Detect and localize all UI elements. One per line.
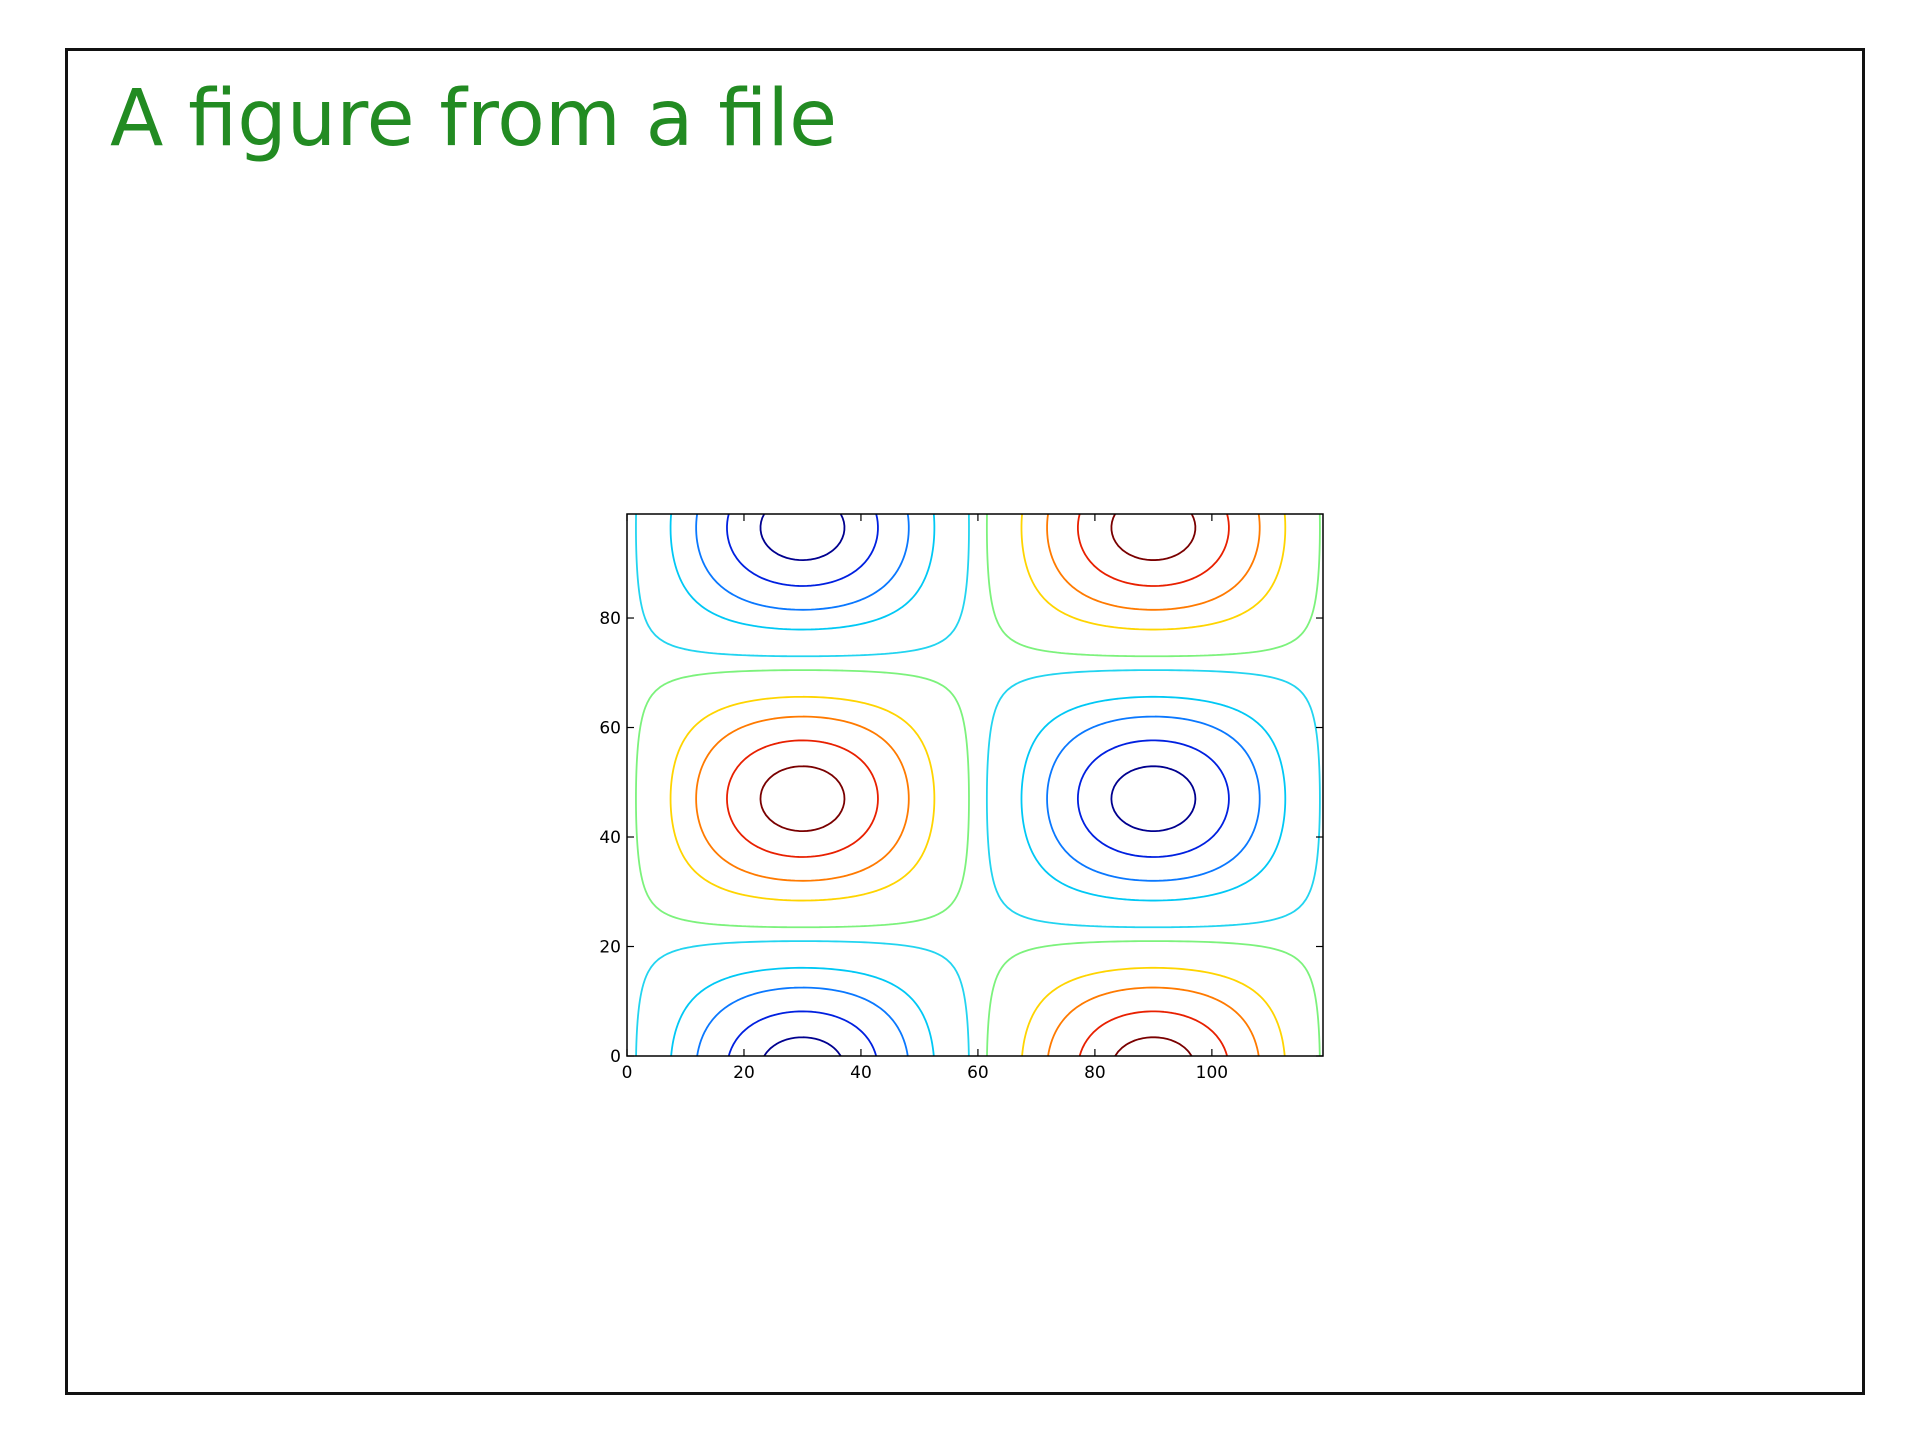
contour-line: [726, 514, 1230, 1056]
contour-line: [695, 514, 1261, 1056]
contour-line: [726, 514, 1230, 1056]
y-tick-label: 0: [610, 1047, 621, 1067]
y-tick-label: 80: [599, 609, 621, 629]
contour-line: [759, 514, 1197, 1056]
x-tick-label: 0: [622, 1063, 633, 1083]
plot-frame: [626, 513, 1324, 1057]
y-tick-label: 40: [599, 828, 621, 848]
x-tick-label: 40: [850, 1063, 872, 1083]
contour-line: [695, 514, 1261, 1056]
contour-line: [669, 514, 1287, 1056]
y-tick-label: 20: [599, 938, 621, 958]
slide-title: A figure from a file: [110, 74, 838, 164]
plot-background: [627, 514, 1323, 1056]
contour-line: [759, 514, 1197, 1056]
contour-line: [635, 514, 1321, 1056]
y-tick-label: 60: [599, 719, 621, 739]
contour-line: [669, 514, 1287, 1056]
x-tick-label: 100: [1196, 1063, 1228, 1083]
contour-lines: [635, 514, 1321, 1056]
axis-ticks: 0 20 40 60 80 100 0 20 40 60 80: [599, 514, 1323, 1083]
contour-line: [635, 514, 1321, 1056]
x-tick-label: 20: [733, 1063, 755, 1083]
x-tick-label: 60: [967, 1063, 989, 1083]
x-tick-label: 80: [1084, 1063, 1106, 1083]
